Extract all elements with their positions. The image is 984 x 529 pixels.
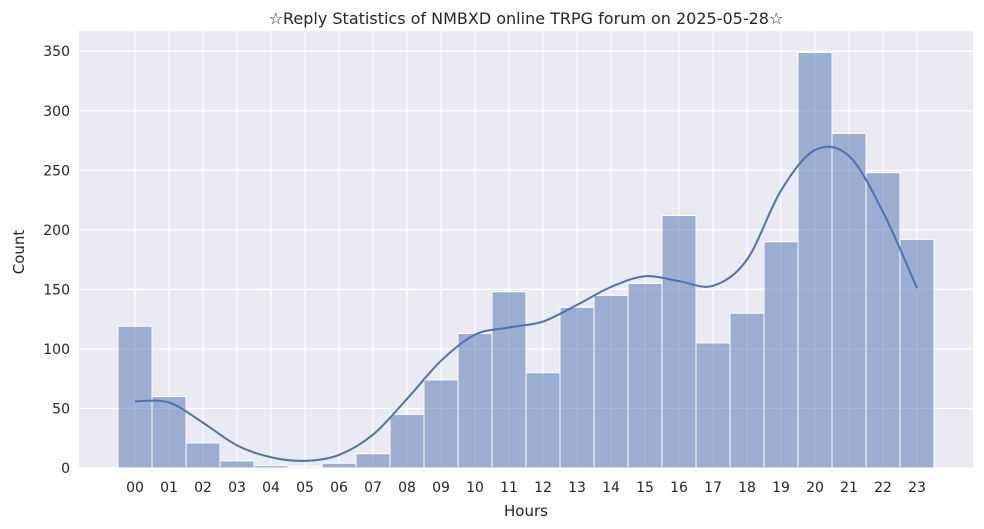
x-tick-label: 23: [908, 480, 926, 496]
bar-09: [423, 379, 459, 469]
y-tick-label: 150: [43, 282, 70, 298]
bar-12: [525, 372, 561, 469]
y-axis-label: Count: [10, 230, 28, 275]
bar-17: [695, 342, 731, 469]
bar-15: [627, 282, 663, 469]
bar-02: [185, 442, 221, 469]
bar-16: [661, 215, 697, 469]
y-tick-label: 300: [43, 104, 70, 120]
x-tick-label: 00: [126, 480, 144, 496]
x-axis-label: Hours: [504, 502, 548, 520]
x-tick-label: 10: [466, 480, 484, 496]
bar-08: [389, 413, 425, 469]
x-tick-label: 05: [296, 480, 314, 496]
bar-07: [355, 453, 391, 469]
bar-05: [287, 466, 323, 469]
y-tick-label: 350: [43, 44, 70, 60]
bar-18: [729, 312, 765, 469]
bar-03: [219, 460, 255, 469]
bar-11: [491, 291, 527, 469]
x-tick-label: 12: [534, 480, 552, 496]
x-tick-label: 22: [874, 480, 892, 496]
y-tick-label: 250: [43, 163, 70, 179]
bar-22: [865, 172, 901, 469]
x-tick-label: 16: [670, 480, 688, 496]
bar-19: [763, 241, 799, 469]
x-tick-label: 13: [568, 480, 586, 496]
x-tick-label: 21: [840, 480, 858, 496]
x-tick-labels: 00 01 02 03 04 05 06 07 08 09 10 11 12 13 14 15 16 17 18 19…: [126, 480, 926, 496]
bar-13: [559, 306, 595, 469]
bar-04: [253, 465, 289, 469]
bar-23: [899, 238, 935, 469]
y-tick-label: 100: [43, 342, 70, 358]
x-tick-label: 09: [432, 480, 450, 496]
x-tick-label: 11: [500, 480, 518, 496]
x-tick-label: 19: [772, 480, 790, 496]
kde-line: [134, 145, 918, 462]
y-tick-labels: 0 50 100 150 200 250 300 350: [43, 44, 70, 477]
y-tick-label: 0: [61, 461, 70, 477]
bars: [117, 51, 935, 469]
x-tick-label: 02: [194, 480, 212, 496]
bar-10: [457, 332, 493, 469]
x-tick-label: 18: [738, 480, 756, 496]
x-tick-label: 14: [602, 480, 620, 496]
x-tick-label: 17: [704, 480, 722, 496]
x-tick-label: 04: [262, 480, 280, 496]
x-tick-label: 01: [160, 480, 178, 496]
chart-title: ☆Reply Statistics of NMBXD online TRPG f…: [269, 9, 784, 28]
x-tick-label: 06: [330, 480, 348, 496]
y-tick-label: 50: [52, 401, 70, 417]
bar-06: [321, 462, 357, 469]
x-tick-label: 20: [806, 480, 824, 496]
bar-14: [593, 294, 629, 469]
x-tick-label: 03: [228, 480, 246, 496]
x-tick-label: 07: [364, 480, 382, 496]
bar-00: [117, 325, 153, 469]
bar-21: [831, 132, 867, 469]
x-tick-label: 15: [636, 480, 654, 496]
x-tick-label: 08: [398, 480, 416, 496]
y-tick-label: 200: [43, 223, 70, 239]
bar-20: [797, 51, 833, 469]
